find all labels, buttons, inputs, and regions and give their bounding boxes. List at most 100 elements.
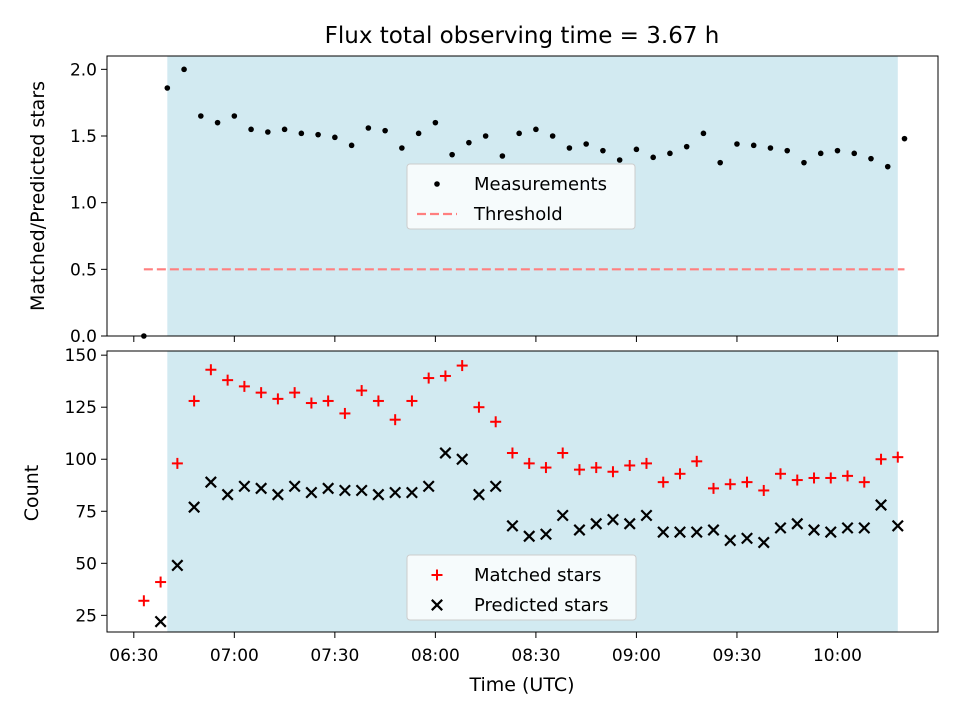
legend-label: Threshold: [473, 204, 563, 225]
measurement-point: [432, 119, 439, 126]
predicted-star-point: [271, 488, 284, 501]
matched-star-point: [188, 395, 200, 407]
matched-star-point: [825, 472, 837, 484]
measurement-point: [750, 142, 757, 149]
measurement-point: [734, 141, 740, 147]
bottom-axes-frame: [106, 350, 939, 633]
predicted-star-point: [606, 513, 619, 526]
matched-star-point: [624, 459, 636, 471]
predicted-star-point: [824, 526, 837, 539]
predicted-star-point: [171, 559, 184, 572]
x-tick-label: 09:30: [712, 646, 761, 666]
measurement-point: [817, 150, 824, 157]
top-y-axis-label: Matched/Predicted stars: [27, 81, 49, 311]
matched-star-point: [724, 478, 736, 490]
predicted-star-point: [221, 488, 234, 501]
measurement-point: [248, 126, 254, 133]
predicted-star-point: [657, 526, 670, 539]
predicted-star-point: [238, 480, 251, 493]
legend-box: [406, 163, 636, 230]
bottom-y-ticks: 25 50 75 100 125 150: [65, 346, 107, 626]
predicted-star-point: [590, 517, 603, 530]
y-tick-label: 50: [75, 554, 97, 574]
top-chart-title: Flux total observing time = 3.67 h: [325, 23, 720, 49]
legend-label: Predicted stars: [474, 595, 608, 616]
top-legend: Measurements Threshold: [406, 163, 636, 230]
y-tick-label: 1.0: [70, 194, 97, 214]
matched-star-point: [473, 401, 485, 413]
predicted-star-point: [623, 517, 636, 530]
predicted-star-point: [724, 534, 737, 547]
measurement-point: [332, 134, 338, 141]
x-tick-label: 06:30: [109, 646, 158, 666]
matched-star-point: [272, 393, 284, 405]
matched-star-point: [791, 474, 803, 486]
matched-star-point: [657, 476, 669, 488]
measurement-point: [901, 135, 908, 142]
matched-star-point: [707, 482, 719, 494]
matched-star-point: [858, 476, 870, 488]
matched-star-point: [389, 414, 401, 426]
y-tick-label: 125: [65, 398, 97, 418]
predicted-star-point: [355, 484, 368, 497]
predicted-star-point: [288, 480, 301, 493]
measurement-point: [181, 66, 187, 73]
predicted-star-point: [707, 524, 720, 536]
predicted-star-point: [255, 482, 268, 495]
matched-star-point: [590, 462, 602, 474]
matched-star-point: [741, 476, 753, 488]
measurement-point: [214, 119, 221, 126]
measurement-point: [650, 154, 656, 161]
matched-star-point: [423, 372, 435, 384]
predicted-star-point: [791, 517, 804, 530]
matched-star-point: [892, 451, 904, 463]
predicted-star-point: [523, 530, 536, 543]
measurement-point: [466, 139, 472, 146]
bottom-legend: Matched stars Predicted stars: [406, 554, 637, 621]
y-tick-label: 150: [65, 346, 97, 366]
x-tick-label: 07:30: [310, 646, 359, 666]
predicted-star-point: [774, 521, 787, 534]
predicted-star-point: [456, 453, 469, 466]
bottom-y-axis-label: Count: [21, 465, 43, 521]
y-tick-label: 1.5: [70, 127, 97, 147]
measurement-point: [382, 127, 388, 134]
measurement-point: [566, 145, 573, 151]
matched-star-point: [523, 457, 535, 469]
predicted-stars-points: [154, 447, 904, 628]
matched-star-point: [490, 416, 502, 428]
matched-star-point: [289, 387, 301, 399]
measurement-point: [499, 153, 506, 159]
measurement-point: [700, 130, 707, 137]
measurement-point: [281, 126, 288, 133]
legend-label: Measurements: [474, 174, 607, 195]
bottom-x-axis-label: Time (UTC): [468, 674, 574, 696]
matched-star-point: [691, 455, 703, 467]
predicted-star-point: [405, 486, 418, 499]
x-tick-label: 09:00: [612, 646, 661, 666]
matched-star-point: [456, 360, 468, 372]
matched-star-point: [573, 464, 585, 476]
predicted-star-point: [539, 528, 552, 541]
predicted-star-point: [506, 519, 519, 532]
top-x-ticks: [133, 336, 838, 342]
y-tick-label: 0.5: [70, 260, 97, 280]
predicted-star-point: [389, 486, 402, 499]
matched-star-point: [557, 447, 569, 459]
measurement-point: [198, 113, 204, 119]
measurement-point: [298, 130, 305, 137]
measurement-point: [717, 159, 723, 166]
legend-marker: [431, 599, 443, 611]
legend-marker: [431, 569, 443, 581]
predicted-star-point: [573, 524, 586, 536]
predicted-star-point: [188, 501, 201, 514]
matched-star-point: [607, 466, 619, 478]
x-tick-label: 08:30: [511, 646, 560, 666]
measurement-point: [583, 141, 589, 147]
measurement-point: [365, 125, 372, 131]
x-tick-label: 10:00: [813, 646, 862, 666]
predicted-star-point: [489, 480, 502, 493]
predicted-star-point: [204, 476, 217, 489]
top-y-ticks: 0.0 0.5 1.0 1.5 2.0: [70, 60, 107, 347]
